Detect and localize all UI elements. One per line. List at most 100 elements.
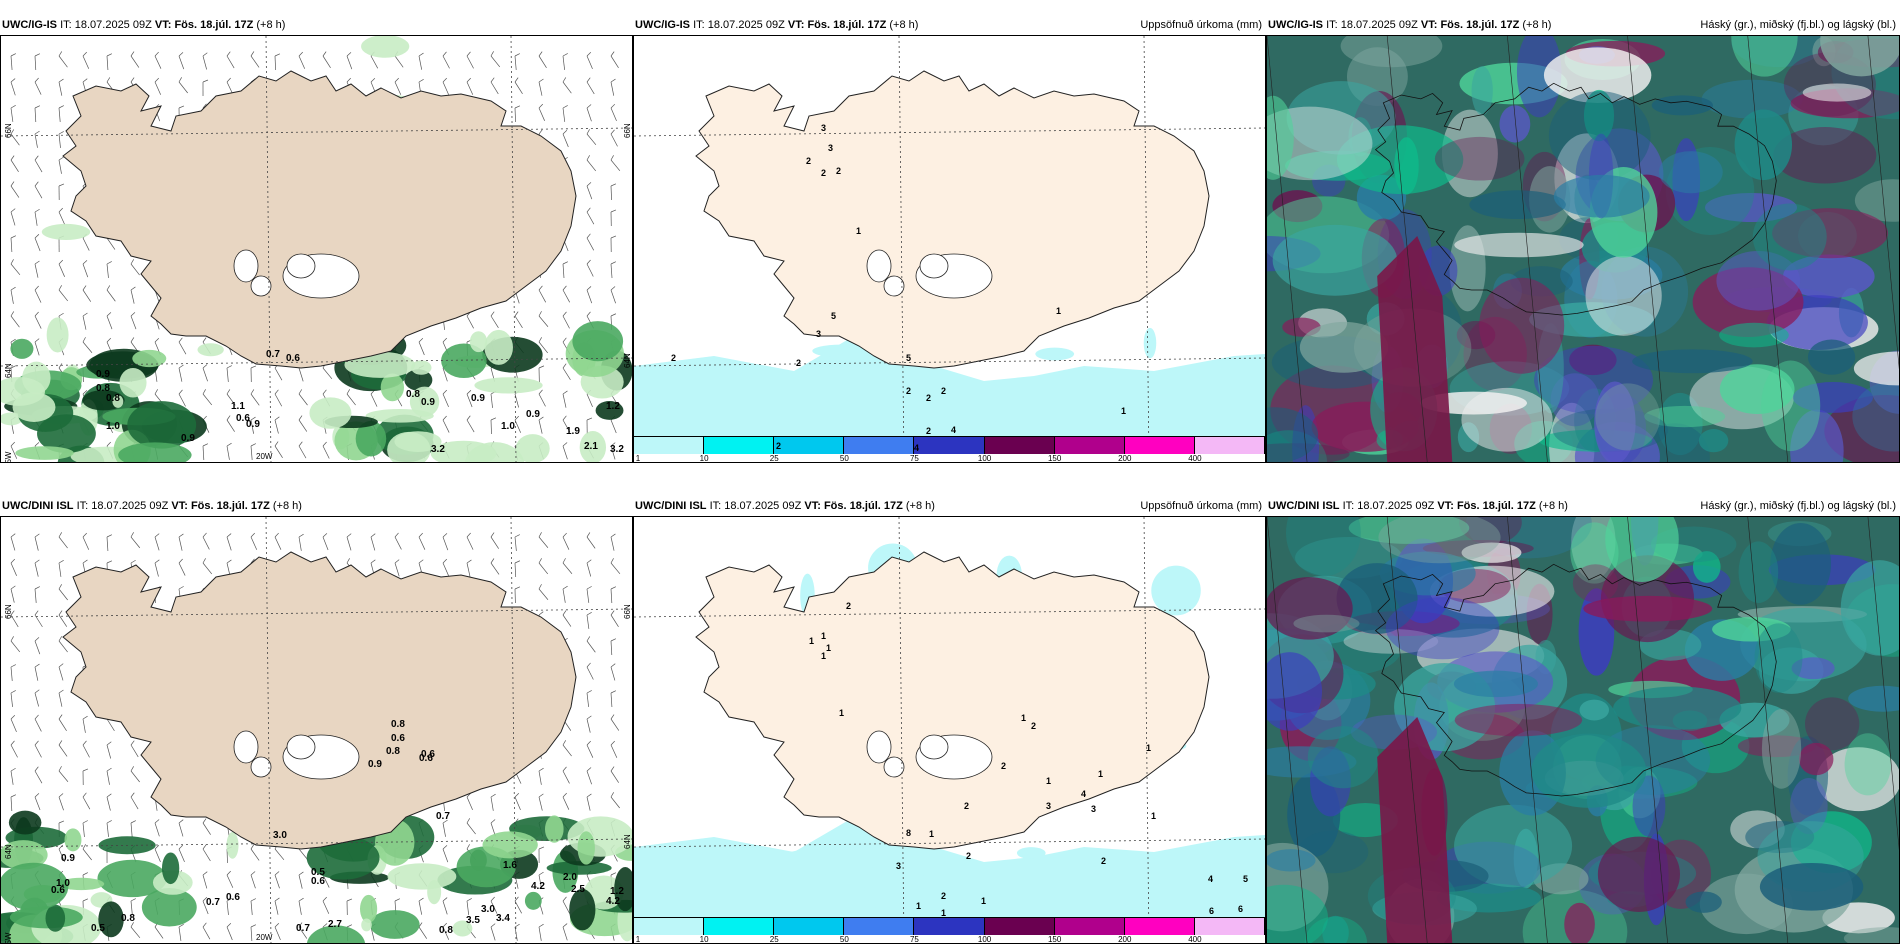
wind-barb	[226, 365, 232, 382]
colorbar-tick: 1	[635, 935, 641, 944]
value-label: 1.2	[606, 401, 620, 412]
precip-area	[64, 828, 82, 852]
precip-area	[369, 910, 420, 939]
graticule-line	[265, 517, 272, 943]
precip-area	[614, 867, 632, 912]
wind-barb	[586, 51, 593, 70]
precip-area	[58, 877, 105, 891]
value-label: 3.0	[481, 904, 495, 915]
wind-barb	[442, 922, 450, 940]
wind-barb	[586, 182, 593, 200]
cloud-cover-panel-igis: UWC/IG-IS IT: 18.07.2025 09Z VT: Fös. 18…	[1266, 15, 1900, 463]
map-frame	[1266, 516, 1900, 944]
wind-barb	[538, 416, 544, 434]
colorbar-swatch	[1054, 918, 1125, 935]
precip-area	[427, 879, 442, 905]
wind-barb	[202, 52, 208, 70]
wind-barb	[586, 690, 592, 707]
colorbar-swatch	[844, 918, 915, 935]
wind-barb	[178, 364, 184, 382]
precip-area	[359, 894, 378, 924]
value-label: 1.0	[501, 421, 515, 432]
value-label: 1.2	[610, 886, 624, 897]
panel-right-title: Háský (gr.), miðský (fj.bl.) og lágský (…	[1700, 19, 1896, 31]
wind-barb	[250, 898, 256, 915]
wind-barb	[202, 922, 211, 940]
value-label: 1	[981, 896, 987, 906]
wind-barb	[514, 534, 520, 551]
cloud-blob	[1761, 708, 1802, 789]
map-svg	[634, 36, 1265, 462]
wind-barb	[58, 793, 64, 811]
map-frame: 1 10 25 50 75 100 150 200 400 2 1 1 1 1 1 1 2 1 1 3 4 3 2 1 2 8 1 2…	[633, 516, 1266, 944]
cloud-blob	[1461, 542, 1522, 563]
iceland-land	[62, 551, 577, 850]
precip-area	[409, 386, 440, 417]
wind-barb	[490, 532, 499, 549]
wind-barb	[490, 558, 500, 575]
cloud-blob	[1516, 36, 1562, 118]
graticule-line	[1, 357, 632, 367]
value-label: 4.2	[606, 896, 620, 907]
wind-barb	[274, 897, 280, 915]
value-label: 2	[806, 156, 812, 166]
panel-right-title: Uppsöfnuð úrkoma (mm)	[1140, 19, 1262, 31]
colorbar-tick: 75	[909, 454, 919, 463]
precip-area	[1151, 565, 1201, 616]
graticule-line	[1867, 36, 1899, 370]
wind-barb	[34, 586, 40, 603]
precip-area	[441, 343, 487, 379]
iceland-land	[695, 70, 1210, 369]
wind-barb	[466, 818, 476, 835]
colorbar-tick: 200	[1118, 935, 1132, 944]
wind-barb	[490, 923, 496, 941]
value-label: 4.2	[531, 881, 545, 892]
colorbar-tick: 10	[699, 935, 709, 944]
wind-barb	[586, 417, 593, 435]
panel-right-title: Háský (gr.), miðský (fj.bl.) og lágský (…	[1700, 500, 1896, 512]
wind-barb	[610, 51, 619, 68]
wind-barb	[562, 610, 572, 627]
wind-barb	[610, 155, 621, 172]
precip-area	[306, 835, 380, 880]
wind-barb	[346, 52, 353, 70]
wind-barb	[226, 51, 235, 69]
value-label: 3.0	[273, 830, 287, 841]
cloud-blob	[1770, 522, 1832, 605]
graticule-line	[1386, 36, 1428, 462]
panel-header: UWC/DINI ISL IT: 18.07.2025 09Z VT: Fös.…	[2, 500, 302, 512]
cloud-blob	[1719, 322, 1789, 348]
wind-barb	[10, 286, 16, 304]
value-label: 2	[1001, 761, 1007, 771]
cloud-blob	[1272, 224, 1398, 296]
precip-area	[119, 367, 147, 398]
value-label: 1	[809, 636, 815, 646]
wind-barb	[562, 129, 569, 148]
wind-barb	[538, 389, 546, 407]
wind-barb	[538, 103, 545, 121]
colorbar-swatch	[1124, 437, 1195, 454]
cloud-blob	[1499, 105, 1531, 143]
wind-barb	[34, 208, 40, 226]
iceland-land	[695, 551, 1210, 850]
wind-barb	[178, 533, 184, 551]
precip-area	[634, 817, 1265, 917]
glacier	[883, 275, 905, 297]
wind-barb	[10, 181, 20, 198]
precip-area	[161, 852, 180, 885]
wind-barb	[130, 898, 136, 915]
panel-header: UWC/DINI ISL IT: 18.07.2025 09Z VT: Fös.…	[1266, 496, 1900, 516]
cloud-blob	[1286, 517, 1361, 577]
precip-area	[864, 862, 906, 911]
map-svg	[1, 36, 632, 462]
cloud-plume	[1377, 717, 1453, 943]
wind-barb	[82, 820, 88, 837]
wind-barb	[154, 819, 160, 837]
cloud-blob	[1852, 381, 1899, 452]
cloud-blob	[1564, 902, 1595, 943]
wind-barb	[154, 559, 160, 577]
precip-area	[380, 373, 405, 402]
value-label: 0.6	[286, 353, 300, 364]
wind-barb	[178, 77, 188, 94]
value-label: 0.9	[526, 409, 540, 420]
